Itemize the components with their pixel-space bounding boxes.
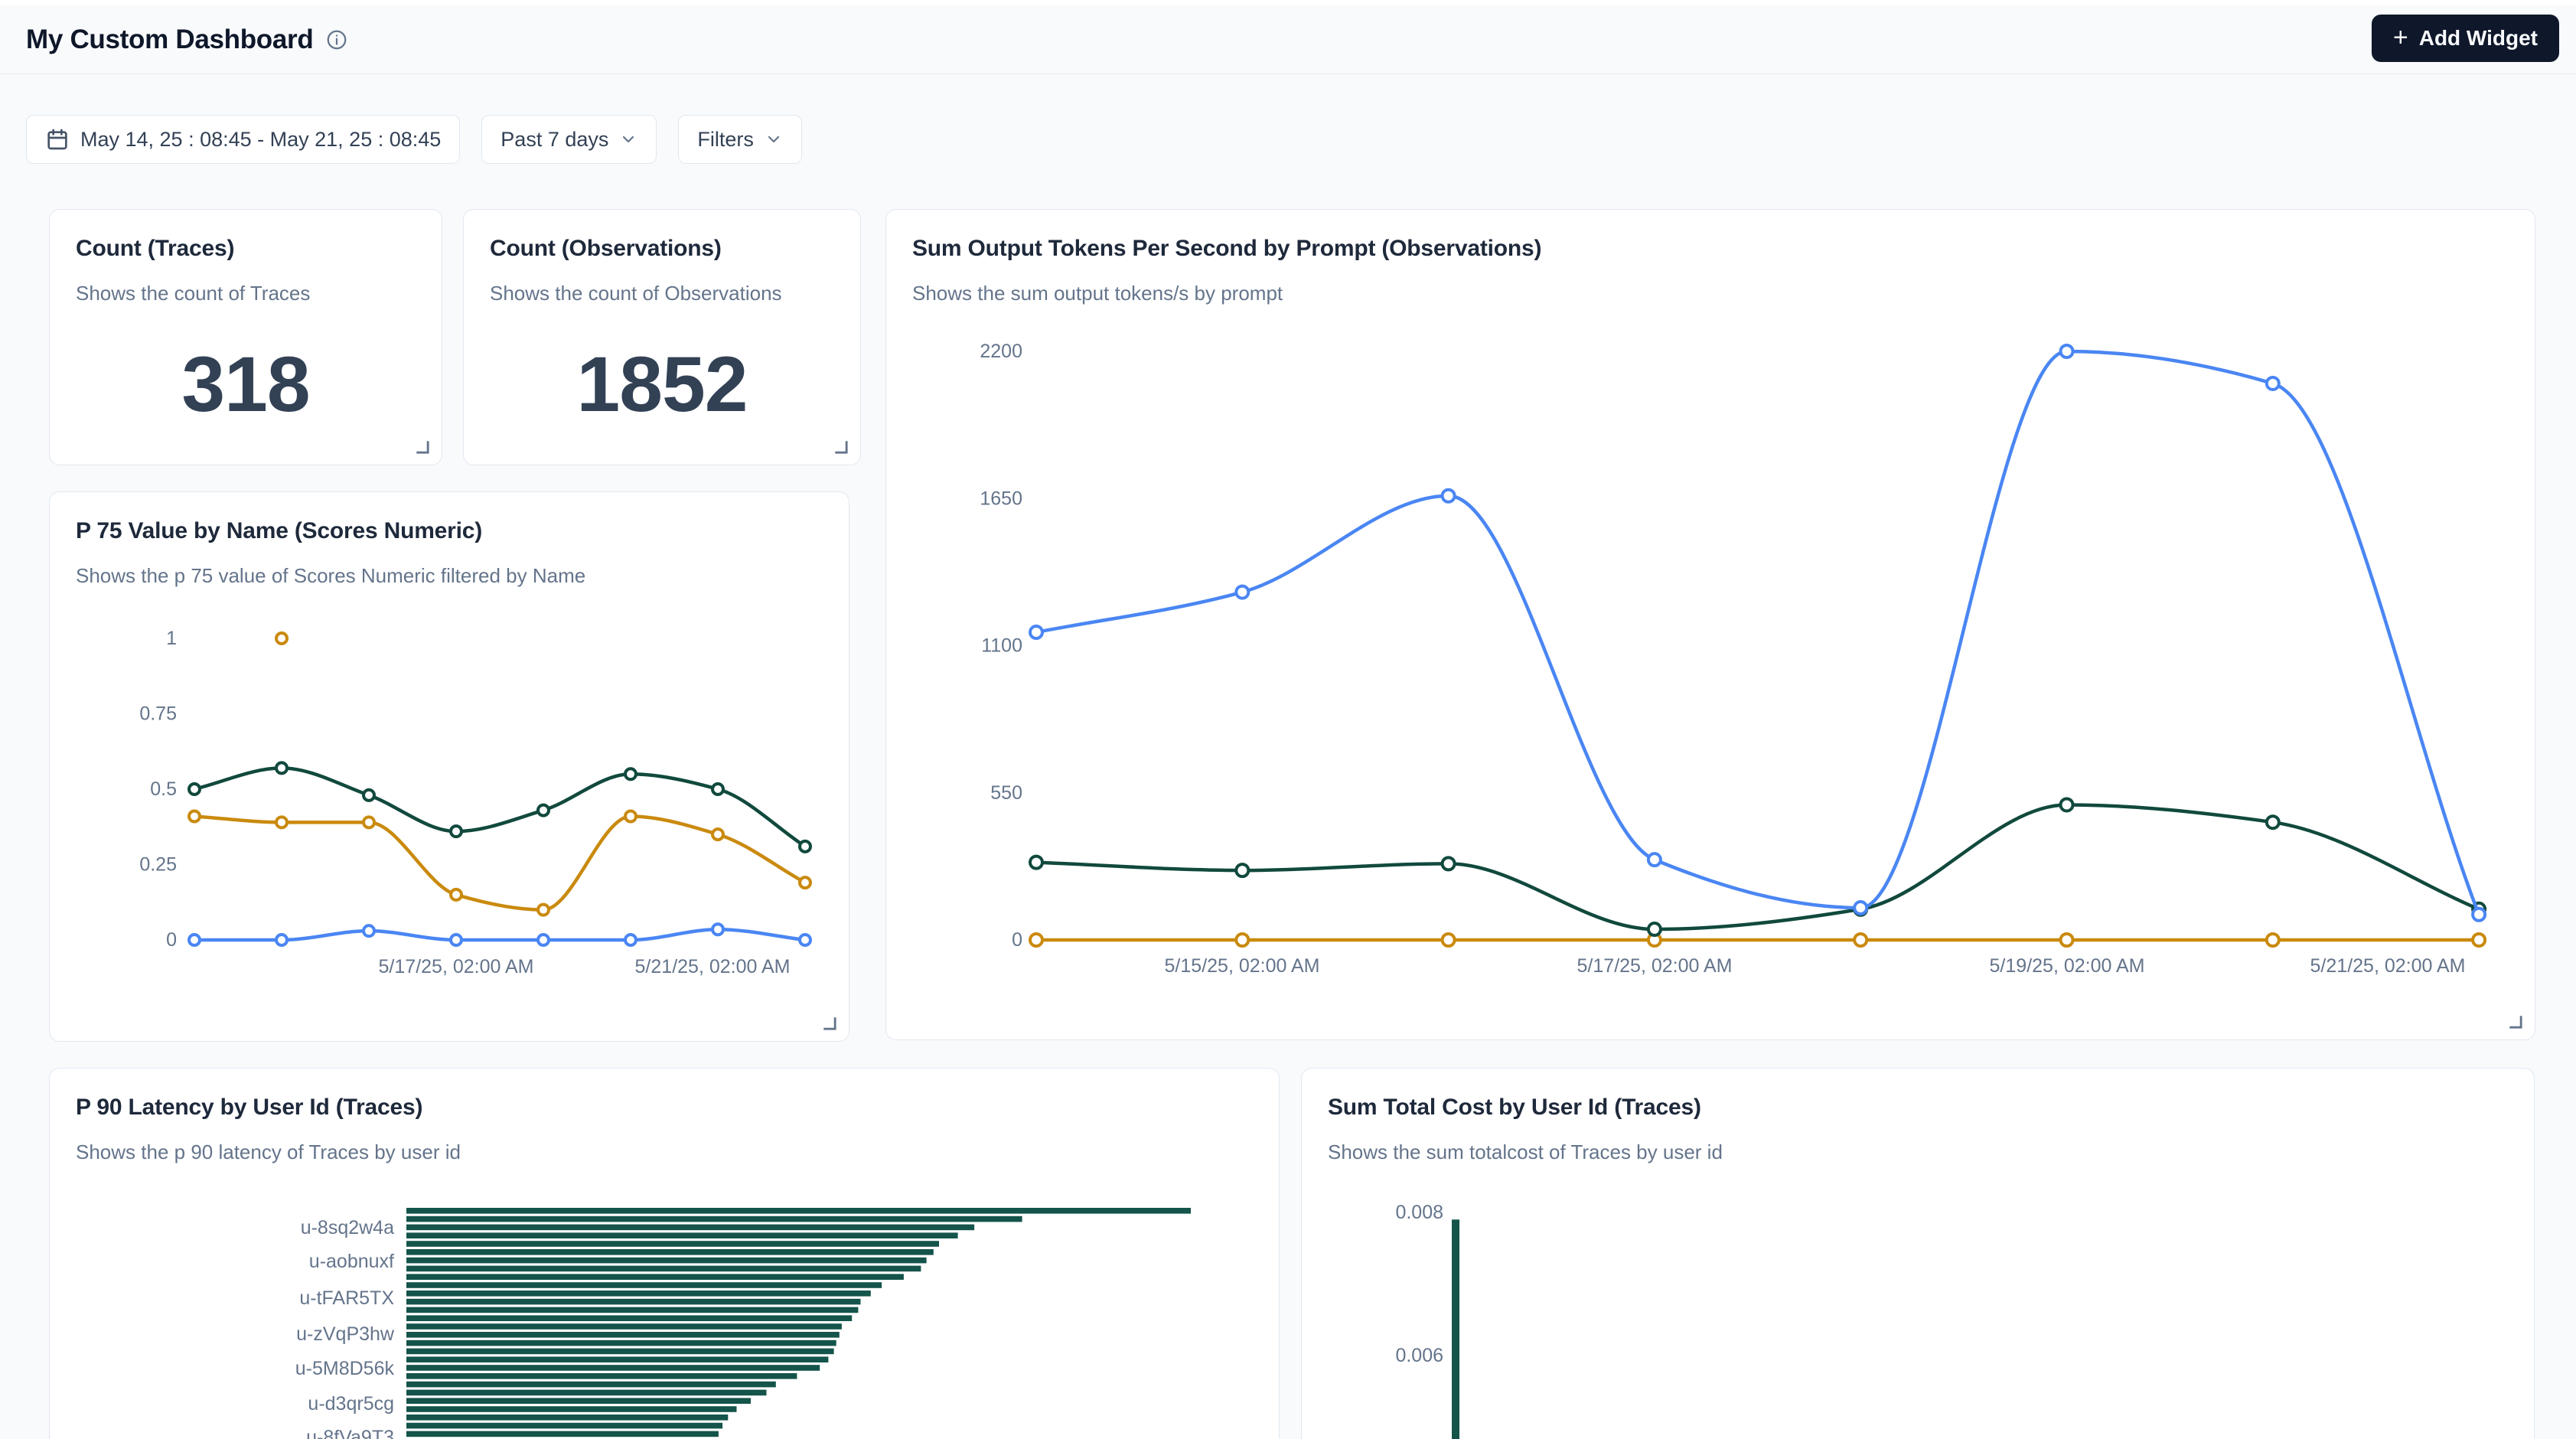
- add-widget-label: Add Widget: [2419, 26, 2538, 51]
- widget-title: Count (Observations): [490, 236, 834, 262]
- widget-subtitle: Shows the sum output tokens/s by prompt: [912, 282, 2509, 305]
- widget-subtitle: Shows the p 75 value of Scores Numeric f…: [76, 564, 823, 588]
- widget-p75-scores: 0 0.25 0.5 0.75 1 5/17/25, 02:00 AM 5/21/25, 0…: [49, 491, 849, 1042]
- svg-text:2200: 2200: [980, 341, 1022, 362]
- svg-text:u-tFAR5TX: u-tFAR5TX: [299, 1287, 394, 1309]
- resize-handle-icon[interactable]: [2507, 1013, 2524, 1030]
- resize-handle-icon[interactable]: [414, 439, 431, 455]
- widget-title: Sum Total Cost by User Id (Traces): [1328, 1095, 2508, 1121]
- dashboard-page: My Custom Dashboard + Add Widget: [0, 0, 2576, 1439]
- resize-handle-icon[interactable]: [821, 1015, 838, 1032]
- svg-text:0.008: 0.008: [1395, 1202, 1443, 1223]
- svg-text:u-zVqP3hw: u-zVqP3hw: [296, 1323, 395, 1345]
- widget-title: P 75 Value by Name (Scores Numeric): [76, 518, 823, 544]
- widget-p90-latency: u-8sq2w4a u-aobnuxf u-tFAR5TX u-zVqP3hw u-5M…: [49, 1068, 1280, 1439]
- svg-text:0: 0: [166, 929, 177, 951]
- filters-dropdown[interactable]: Filters: [678, 115, 802, 164]
- svg-text:5/17/25, 02:00 AM: 5/17/25, 02:00 AM: [1577, 955, 1733, 977]
- svg-text:u-5M8D56k: u-5M8D56k: [295, 1358, 395, 1379]
- widget-title: Sum Output Tokens Per Second by Prompt (…: [912, 236, 2509, 262]
- add-widget-button[interactable]: + Add Widget: [2372, 15, 2559, 62]
- count-value: 318: [50, 340, 442, 429]
- info-icon[interactable]: [325, 28, 348, 51]
- window-top-edge: [0, 0, 2576, 5]
- svg-text:1650: 1650: [980, 488, 1022, 509]
- count-value: 1852: [464, 340, 860, 429]
- svg-text:5/19/25, 02:00 AM: 5/19/25, 02:00 AM: [1990, 955, 2145, 977]
- calendar-icon: [45, 127, 70, 152]
- filter-bar: May 14, 25 : 08:45 - May 21, 25 : 08:45 …: [26, 115, 802, 164]
- chevron-down-icon: [619, 130, 637, 148]
- svg-text:5/21/25, 02:00 AM: 5/21/25, 02:00 AM: [635, 956, 791, 977]
- svg-text:0: 0: [1012, 929, 1022, 951]
- svg-text:5/15/25, 02:00 AM: 5/15/25, 02:00 AM: [1165, 955, 1320, 977]
- filters-label: Filters: [697, 128, 754, 152]
- widget-subtitle: Shows the count of Traces: [76, 282, 416, 305]
- widget-subtitle: Shows the sum totalcost of Traces by use…: [1328, 1140, 2508, 1164]
- widget-title: P 90 Latency by User Id (Traces): [76, 1095, 1253, 1121]
- page-title: My Custom Dashboard: [26, 24, 313, 55]
- tokens-per-second-line-chart[interactable]: 0 550 1100 1650 2200 5/15/25, 02:00 AM 5/17/25…: [886, 210, 2535, 1040]
- plus-icon: +: [2393, 24, 2408, 51]
- svg-text:5/17/25, 02:00 AM: 5/17/25, 02:00 AM: [379, 956, 534, 977]
- date-preset-dropdown[interactable]: Past 7 days: [481, 115, 657, 164]
- svg-text:u-d3qr5cg: u-d3qr5cg: [308, 1393, 394, 1415]
- svg-text:0.75: 0.75: [139, 703, 177, 725]
- svg-text:0.5: 0.5: [150, 778, 177, 800]
- date-range-picker[interactable]: May 14, 25 : 08:45 - May 21, 25 : 08:45: [26, 115, 460, 164]
- svg-text:0.006: 0.006: [1395, 1345, 1443, 1366]
- total-cost-bar-chart[interactable]: 0.008 0.006: [1302, 1069, 2535, 1439]
- svg-text:550: 550: [990, 782, 1022, 804]
- svg-text:0.25: 0.25: [139, 854, 177, 876]
- date-range-value: May 14, 25 : 08:45 - May 21, 25 : 08:45: [80, 128, 441, 152]
- widget-count-traces: Count (Traces) Shows the count of Traces…: [49, 209, 442, 465]
- date-preset-value: Past 7 days: [501, 128, 608, 152]
- svg-text:u-aobnuxf: u-aobnuxf: [309, 1251, 394, 1272]
- widget-subtitle: Shows the count of Observations: [490, 282, 834, 305]
- widget-title: Count (Traces): [76, 236, 416, 262]
- svg-text:1100: 1100: [981, 635, 1022, 657]
- chevron-down-icon: [765, 130, 783, 148]
- p90-latency-bar-chart[interactable]: u-8sq2w4a u-aobnuxf u-tFAR5TX u-zVqP3hw u-5M…: [50, 1069, 1280, 1439]
- widget-total-cost: 0.008 0.006 Sum Total Cost by User Id (Tr…: [1301, 1068, 2535, 1439]
- widget-tokens-per-second: 0 550 1100 1650 2200 5/15/25, 02:00 AM 5/17/25…: [885, 209, 2535, 1040]
- page-header: My Custom Dashboard + Add Widget: [0, 5, 2576, 74]
- svg-text:u-8sq2w4a: u-8sq2w4a: [301, 1217, 394, 1238]
- resize-handle-icon[interactable]: [833, 439, 849, 455]
- svg-text:5/21/25, 02:00 AM: 5/21/25, 02:00 AM: [2310, 955, 2466, 977]
- widget-count-observations: Count (Observations) Shows the count of …: [463, 209, 861, 465]
- svg-text:1: 1: [166, 628, 177, 649]
- widget-subtitle: Shows the p 90 latency of Traces by user…: [76, 1140, 1253, 1164]
- svg-text:u-8fVa9T3: u-8fVa9T3: [306, 1427, 394, 1439]
